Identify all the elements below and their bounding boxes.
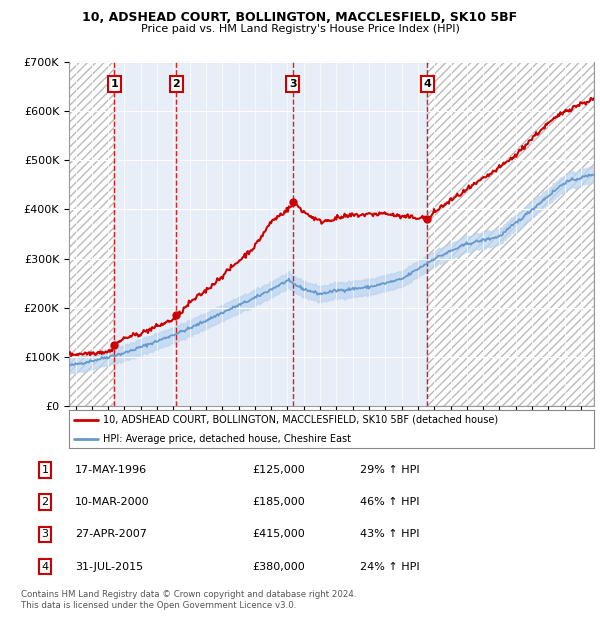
Text: 29% ↑ HPI: 29% ↑ HPI — [360, 465, 419, 475]
Text: 43% ↑ HPI: 43% ↑ HPI — [360, 529, 419, 539]
Text: £415,000: £415,000 — [252, 529, 305, 539]
Text: This data is licensed under the Open Government Licence v3.0.: This data is licensed under the Open Gov… — [21, 601, 296, 611]
Text: 3: 3 — [289, 79, 296, 89]
Text: 10-MAR-2000: 10-MAR-2000 — [75, 497, 149, 507]
Text: HPI: Average price, detached house, Cheshire East: HPI: Average price, detached house, Ches… — [103, 435, 351, 445]
Text: 4: 4 — [424, 79, 431, 89]
Text: £125,000: £125,000 — [252, 465, 305, 475]
Text: £185,000: £185,000 — [252, 497, 305, 507]
Text: 27-APR-2007: 27-APR-2007 — [75, 529, 147, 539]
Text: 17-MAY-1996: 17-MAY-1996 — [75, 465, 147, 475]
Text: 4: 4 — [41, 562, 49, 572]
Text: 2: 2 — [173, 79, 181, 89]
Text: 2: 2 — [41, 497, 49, 507]
Text: 3: 3 — [41, 529, 49, 539]
Text: 31-JUL-2015: 31-JUL-2015 — [75, 562, 143, 572]
Text: Price paid vs. HM Land Registry's House Price Index (HPI): Price paid vs. HM Land Registry's House … — [140, 24, 460, 33]
Text: 1: 1 — [110, 79, 118, 89]
Bar — [69, 62, 115, 406]
Bar — [427, 62, 594, 406]
Text: 24% ↑ HPI: 24% ↑ HPI — [360, 562, 419, 572]
Text: 1: 1 — [41, 465, 49, 475]
Text: Contains HM Land Registry data © Crown copyright and database right 2024.: Contains HM Land Registry data © Crown c… — [21, 590, 356, 600]
Text: 46% ↑ HPI: 46% ↑ HPI — [360, 497, 419, 507]
Text: 10, ADSHEAD COURT, BOLLINGTON, MACCLESFIELD, SK10 5BF (detached house): 10, ADSHEAD COURT, BOLLINGTON, MACCLESFI… — [103, 415, 498, 425]
Text: 10, ADSHEAD COURT, BOLLINGTON, MACCLESFIELD, SK10 5BF: 10, ADSHEAD COURT, BOLLINGTON, MACCLESFI… — [82, 11, 518, 24]
Text: £380,000: £380,000 — [252, 562, 305, 572]
